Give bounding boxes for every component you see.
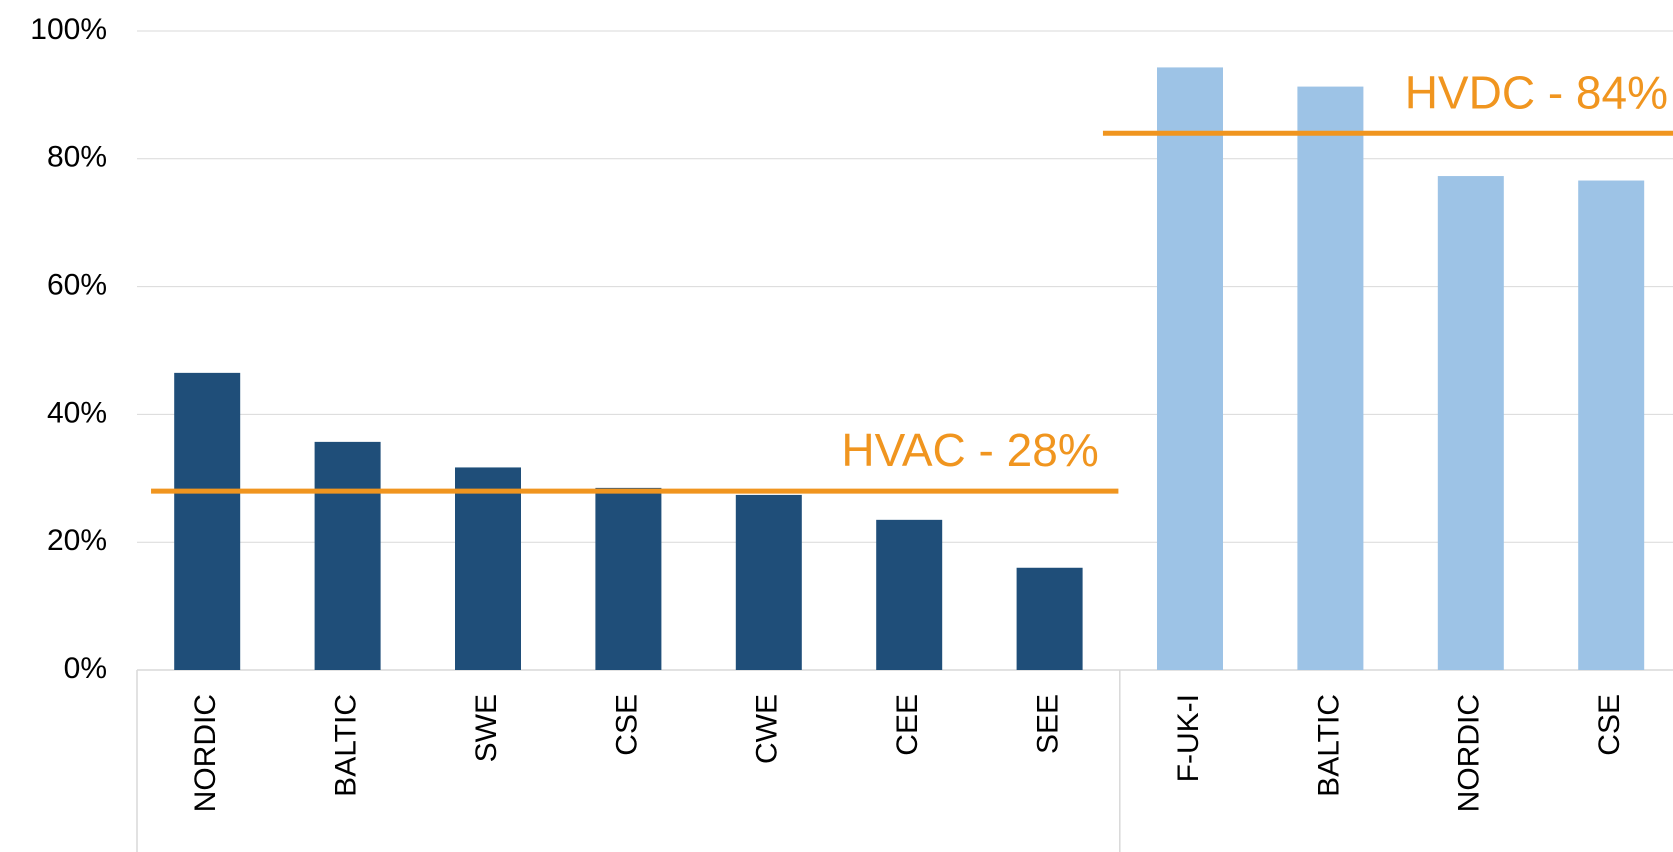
bar [1157, 67, 1223, 671]
x-tick-label: F-UK-I [1172, 694, 1205, 782]
x-tick-label: CSE [610, 694, 643, 756]
bar [1016, 567, 1083, 670]
x-tick-label: BALTIC [1312, 694, 1345, 797]
x-tick-label: BALTIC [330, 694, 363, 797]
bar [1297, 86, 1364, 670]
reference-label: HVAC - 28% [841, 424, 1098, 476]
bar [1578, 180, 1645, 670]
y-tick-label: 20% [47, 524, 107, 557]
y-tick-label: 60% [47, 269, 107, 302]
bar [876, 519, 943, 670]
y-tick-label: 0% [64, 652, 107, 685]
y-tick-label: 100% [30, 13, 107, 46]
x-tick-label: SWE [470, 694, 503, 762]
reference-label: HVDC - 84% [1405, 66, 1668, 118]
x-tick-label: SEE [1032, 694, 1065, 754]
bar [174, 372, 241, 670]
bar [455, 467, 521, 670]
x-tick-label: CSE [1593, 694, 1626, 756]
bar [595, 487, 662, 670]
bar [314, 441, 381, 670]
x-tick-label: NORDIC [1453, 694, 1486, 812]
bar [735, 494, 802, 670]
x-tick-label: CEE [891, 694, 924, 756]
y-tick-label: 40% [47, 396, 107, 429]
x-tick-label: NORDIC [189, 694, 222, 812]
x-tick-label: CWE [751, 694, 784, 764]
bar [1437, 176, 1504, 671]
y-tick-label: 80% [47, 141, 107, 174]
